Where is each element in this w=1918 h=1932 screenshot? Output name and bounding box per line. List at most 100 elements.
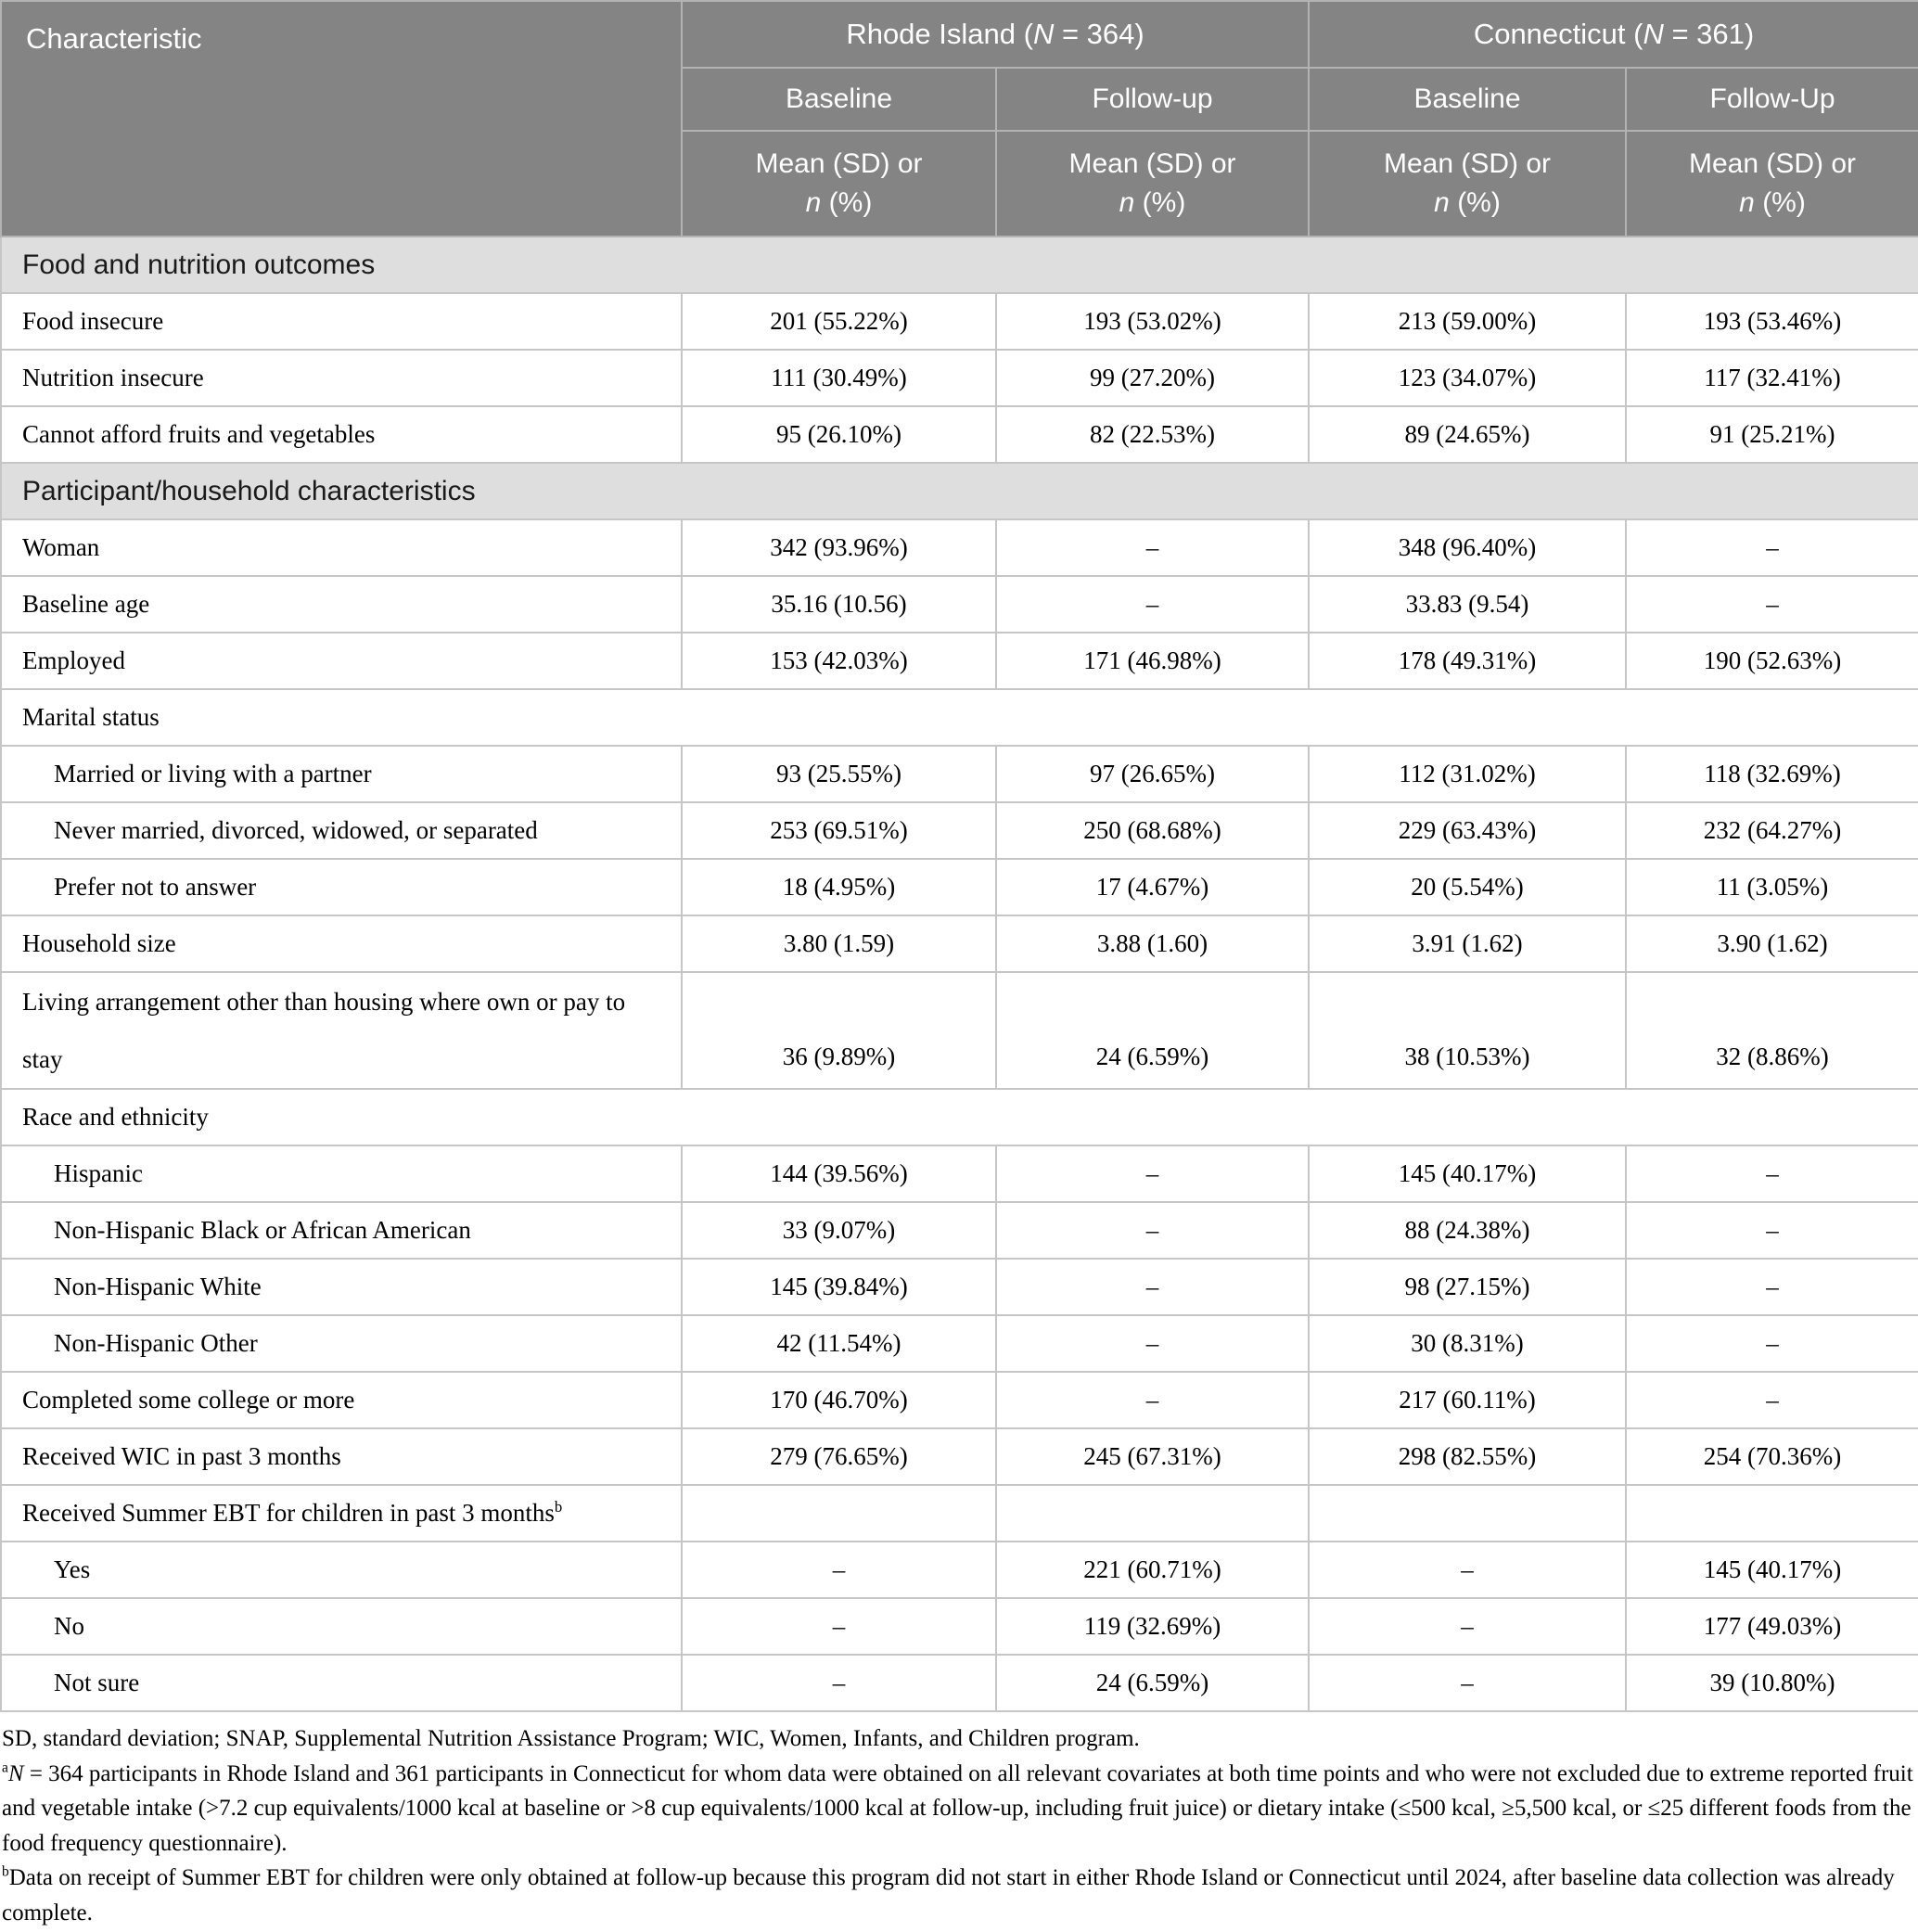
table-row: Hispanic 144 (39.56%) –145 (40.17%) – xyxy=(0,1145,1918,1204)
group-label: Race and ethnicity xyxy=(0,1088,1918,1147)
measure-n: n xyxy=(805,187,822,218)
measure-suffix: (%) xyxy=(821,187,873,218)
table-row: Woman 342 (93.96%) –348 (96.40%) – xyxy=(0,518,1918,577)
measure-header-ct-baseline: Mean (SD) or n (%) xyxy=(1308,130,1628,237)
value-cell: 88 (24.38%) xyxy=(1308,1201,1628,1260)
group-n-value: = 364) xyxy=(1054,18,1144,50)
footnote-abbreviations: SD, standard deviation; SNAP, Supplement… xyxy=(2,1726,1140,1752)
subheader-ct-followup: Follow-Up xyxy=(1625,67,1918,132)
value-cell: 245 (67.31%) xyxy=(994,1427,1311,1487)
value-cell: 36 (9.89%) xyxy=(681,970,997,1091)
table-row: Baseline age 35.16 (10.56) –33.83 (9.54) – xyxy=(0,575,1918,633)
value-cell: – xyxy=(1308,1541,1628,1600)
footnotes: SD, standard deviation; SNAP, Supplement… xyxy=(0,1712,1918,1930)
table-row: Cannot afford fruits and vegetables 95 (2… xyxy=(0,405,1918,464)
value-cell: 17 (4.67%) xyxy=(994,858,1311,916)
section-header-label: Participant/household characteristics xyxy=(0,462,1918,520)
group-label-text: Connecticut ( xyxy=(1473,18,1643,50)
value-cell: 33.83 (9.54) xyxy=(1308,575,1628,633)
value-cell: 82 (22.53%) xyxy=(994,405,1311,464)
row-label: Hispanic xyxy=(0,1145,683,1204)
value-cell: 201 (55.22%) xyxy=(681,292,997,351)
value-cell: 3.88 (1.60) xyxy=(994,915,1311,973)
value-cell: 11 (3.05%) xyxy=(1625,858,1918,916)
measure-suffix: (%) xyxy=(1134,187,1186,218)
table-row: Not sure –24 (6.59%) –39 (10.80%) xyxy=(0,1654,1918,1713)
subheader-ri-baseline: Baseline xyxy=(681,67,997,132)
footnote-b-marker: b xyxy=(2,1863,9,1880)
group-label: Marital status xyxy=(0,688,1918,747)
row-label: Nutrition insecure xyxy=(0,349,683,407)
row-label: Completed some college or more xyxy=(0,1371,683,1430)
value-cell xyxy=(1625,1484,1918,1543)
value-cell: 170 (46.70%) xyxy=(681,1371,997,1430)
measure-line1: Mean (SD) or xyxy=(755,148,923,179)
measure-header-ct-followup: Mean (SD) or n (%) xyxy=(1625,130,1918,237)
value-cell: – xyxy=(1625,518,1918,577)
value-cell: 97 (26.65%) xyxy=(994,745,1311,803)
row-label: Received Summer EBT for children in past… xyxy=(0,1484,683,1543)
row-label: Non-Hispanic White xyxy=(0,1258,683,1317)
row-label: Never married, divorced, widowed, or sep… xyxy=(0,801,683,860)
value-cell: – xyxy=(681,1654,997,1713)
value-cell: 217 (60.11%) xyxy=(1308,1371,1628,1430)
group-label-text: Rhode Island ( xyxy=(846,18,1033,50)
value-cell: 111 (30.49%) xyxy=(681,349,997,407)
table-row: Prefer not to answer 18 (4.95%) 17 (4.67%)… xyxy=(0,858,1918,916)
table-row: Household size 3.80 (1.59) 3.88 (1.60) 3.91… xyxy=(0,915,1918,973)
value-cell: 177 (49.03%) xyxy=(1625,1597,1918,1657)
value-cell: 3.90 (1.62) xyxy=(1625,915,1918,973)
measure-n: n xyxy=(1739,187,1755,218)
measure-suffix: (%) xyxy=(1754,187,1806,218)
header-measure-row: Mean (SD) or n (%) Mean (SD) or n (%) Mean… xyxy=(1,130,1918,237)
table-row: Received WIC in past 3 months 279 (76.65%… xyxy=(0,1427,1918,1487)
value-cell: 32 (8.86%) xyxy=(1625,970,1918,1091)
value-cell: – xyxy=(1625,1371,1918,1430)
row-label: Household size xyxy=(0,915,683,973)
value-cell: 117 (32.41%) xyxy=(1625,349,1918,407)
row-label: Baseline age xyxy=(0,575,683,633)
footnote-a-n-symbol: N xyxy=(7,1760,24,1786)
characteristics-table: Characteristic Rhode Island (N = 364) Co… xyxy=(0,0,1918,1713)
row-label: Cannot afford fruits and vegetables xyxy=(0,405,683,464)
value-cell: 118 (32.69%) xyxy=(1625,745,1918,803)
footnote-a-text: = 364 participants in Rhode Island and 3… xyxy=(2,1760,1913,1856)
section-header-label: Food and nutrition outcomes xyxy=(0,236,1918,294)
value-cell: – xyxy=(1625,1314,1918,1374)
value-cell: 298 (82.55%) xyxy=(1308,1427,1628,1487)
value-cell: 18 (4.95%) xyxy=(681,858,997,916)
value-cell: 153 (42.03%) xyxy=(681,632,997,690)
row-label: Prefer not to answer xyxy=(0,858,683,916)
measure-header-ri-baseline: Mean (SD) or n (%) xyxy=(681,130,997,237)
value-cell: 89 (24.65%) xyxy=(1308,405,1628,464)
value-cell: 91 (25.21%) xyxy=(1625,405,1918,464)
value-cell: 232 (64.27%) xyxy=(1625,801,1918,860)
group-n-value: = 361) xyxy=(1663,18,1755,50)
value-cell: 119 (32.69%) xyxy=(994,1597,1311,1657)
table-row: Received Summer EBT for children in past… xyxy=(0,1484,1918,1543)
value-cell: 98 (27.15%) xyxy=(1308,1258,1628,1317)
value-cell: – xyxy=(1625,1145,1918,1204)
table-body: Food and nutrition outcomes Food insecure… xyxy=(0,236,1918,1713)
row-label: No xyxy=(0,1597,683,1657)
row-label: Yes xyxy=(0,1541,683,1600)
table-row: Never married, divorced, widowed, or sep… xyxy=(0,801,1918,860)
value-cell: 93 (25.55%) xyxy=(681,745,997,803)
header-group-row: Characteristic Rhode Island (N = 364) Co… xyxy=(0,0,1918,237)
table-row: Yes –221 (60.71%) –145 (40.17%) xyxy=(0,1541,1918,1600)
value-cell: – xyxy=(1625,1201,1918,1260)
value-cell: 33 (9.07%) xyxy=(681,1201,997,1260)
group-label-row: Race and ethnicity xyxy=(0,1088,1918,1147)
value-cell: 24 (6.59%) xyxy=(994,1654,1311,1713)
section-row: Food and nutrition outcomes xyxy=(0,236,1918,294)
value-cell: – xyxy=(994,1371,1311,1430)
measure-suffix: (%) xyxy=(1449,187,1501,218)
value-cell: 144 (39.56%) xyxy=(681,1145,997,1204)
value-cell: – xyxy=(994,575,1311,633)
value-cell: – xyxy=(1308,1654,1628,1713)
measure-line1: Mean (SD) or xyxy=(1068,148,1236,179)
value-cell: 250 (68.68%) xyxy=(994,801,1311,860)
value-cell: 279 (76.65%) xyxy=(681,1427,997,1487)
group-label-row: Marital status xyxy=(0,688,1918,747)
subheader-ct-baseline: Baseline xyxy=(1308,67,1628,132)
